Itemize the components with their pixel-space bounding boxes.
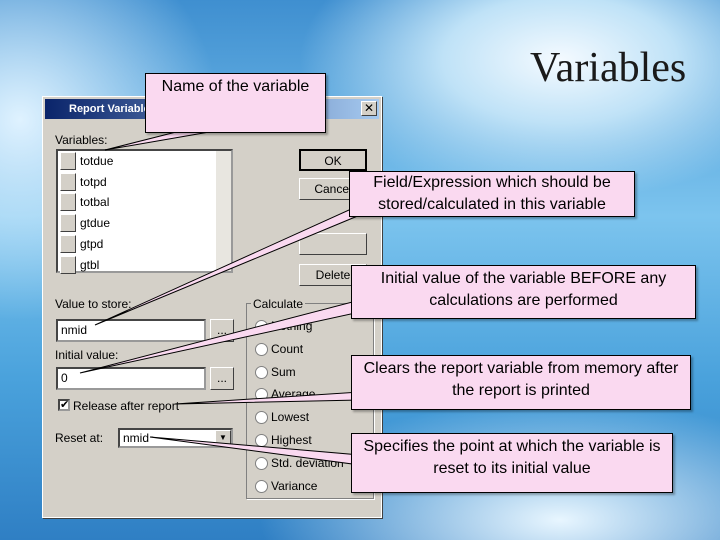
checkbox[interactable]: ✔: [58, 399, 70, 411]
button[interactable]: [299, 233, 367, 255]
row-button: [60, 255, 76, 274]
callout: Specifies the point at which the variabl…: [351, 433, 673, 493]
radio-label: Lowest: [271, 410, 310, 425]
list-item: gtpd: [60, 234, 215, 254]
item-text: gtpd: [80, 236, 104, 251]
item-text: gtbl: [80, 257, 100, 272]
label: Initial value:: [55, 348, 119, 362]
pointer: [79, 299, 361, 374]
item-text: gtdue: [80, 216, 111, 231]
callout: Name of the variable: [145, 73, 326, 133]
dialog: Report Variables ✕ Variables: totdue totp…: [42, 96, 382, 518]
label: Variables:: [55, 133, 108, 147]
radio-label: Variance: [271, 478, 318, 493]
radio-button[interactable]: [255, 456, 268, 470]
browse-button[interactable]: ...: [210, 367, 234, 390]
checkbox-label: Release after report: [73, 399, 180, 413]
callout: Clears the report variable from memory a…: [351, 355, 691, 410]
ok-button[interactable]: OK: [299, 149, 367, 171]
pointer: [149, 436, 361, 466]
pointer: [104, 130, 216, 151]
list-item: totdue: [60, 151, 215, 171]
item-text: totpd: [80, 174, 107, 189]
list-item: totbal: [60, 192, 215, 212]
variable-list[interactable]: totdue totpd totbal gtdue gtpd gtbl: [56, 149, 233, 275]
label: Reset at:: [55, 431, 104, 445]
radio-button[interactable]: [255, 479, 268, 493]
row-button: [60, 214, 76, 233]
slide-title: Variables: [530, 45, 687, 91]
initial-field[interactable]: 0: [56, 367, 206, 390]
radio-label: Count: [271, 341, 304, 356]
group-label: Calculate: [251, 297, 306, 311]
close-button[interactable]: ✕: [361, 101, 377, 116]
row-button: [60, 152, 76, 170]
radio-button[interactable]: [255, 342, 268, 356]
row-button: [60, 172, 76, 191]
list-item: gtdue: [60, 213, 215, 233]
row-button: [60, 193, 76, 212]
item-text: totbal: [80, 195, 110, 210]
radio-label: Sum: [271, 364, 296, 379]
item-text: totdue: [80, 154, 114, 168]
scrollbar: [216, 151, 231, 271]
radio-label: Highest: [271, 433, 312, 447]
label: Value to store:: [55, 297, 132, 311]
callout: Initial value of the variable BEFORE any…: [351, 265, 696, 319]
radio-button[interactable]: [255, 411, 268, 425]
list-item: totpd: [60, 172, 215, 192]
pointer: [174, 391, 361, 405]
list-item: gtbl: [60, 255, 215, 275]
radio-button[interactable]: [255, 365, 268, 379]
value-field[interactable]: nmid: [56, 319, 206, 342]
row-button: [60, 234, 76, 253]
pointer: [94, 204, 361, 326]
callout: Field/Expression which should be stored/…: [349, 171, 635, 217]
